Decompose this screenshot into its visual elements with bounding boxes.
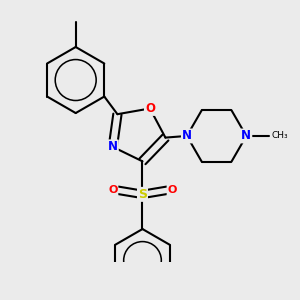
Text: N: N bbox=[241, 130, 251, 142]
Text: CH₃: CH₃ bbox=[271, 131, 288, 140]
Text: O: O bbox=[167, 185, 177, 195]
Text: O: O bbox=[145, 102, 155, 115]
Text: N: N bbox=[182, 130, 192, 142]
Text: S: S bbox=[138, 188, 147, 201]
Text: O: O bbox=[108, 185, 118, 195]
Text: N: N bbox=[108, 140, 118, 153]
